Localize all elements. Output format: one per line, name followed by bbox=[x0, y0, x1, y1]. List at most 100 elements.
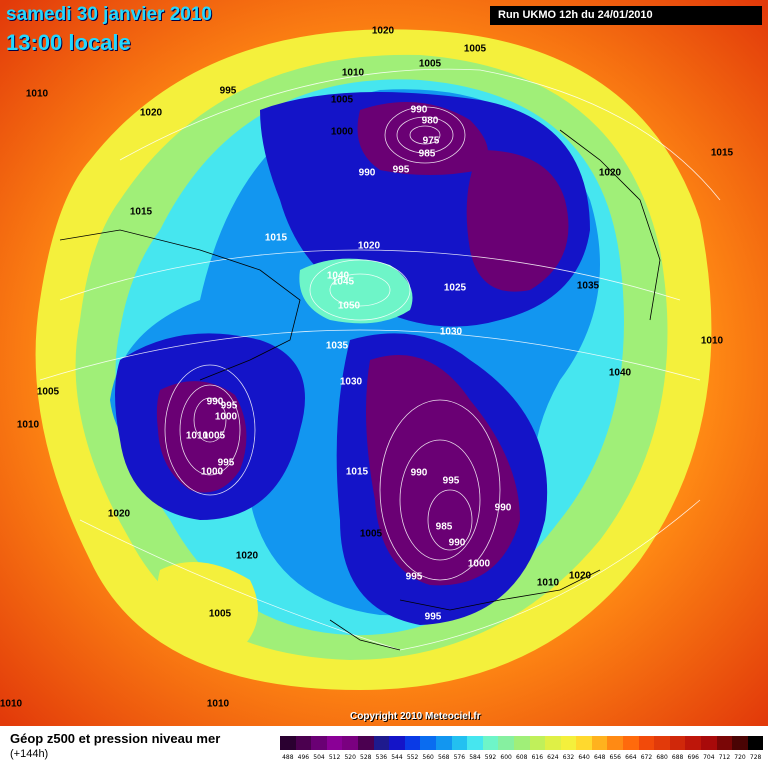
color-swatch bbox=[529, 736, 546, 750]
color-swatch bbox=[404, 736, 421, 750]
pressure-label: 1005 bbox=[330, 94, 354, 106]
pressure-label: 1035 bbox=[325, 340, 349, 352]
scale-label: 560 bbox=[422, 754, 434, 761]
pressure-label: 1010 bbox=[0, 698, 23, 710]
scale-label: 520 bbox=[344, 754, 356, 761]
pressure-label: 1005 bbox=[359, 528, 383, 540]
pressure-label: 1020 bbox=[107, 508, 131, 520]
pressure-label: 995 bbox=[219, 85, 237, 97]
color-swatch bbox=[591, 736, 608, 750]
pressure-label: 1030 bbox=[439, 326, 463, 338]
isobars bbox=[39, 68, 721, 651]
pressure-label: 1050 bbox=[337, 300, 361, 312]
pressure-label: 1010 bbox=[16, 419, 40, 431]
pressure-label: 980 bbox=[421, 115, 439, 127]
color-swatch bbox=[326, 736, 343, 750]
pressure-label: 1020 bbox=[568, 570, 592, 582]
scale-label: 576 bbox=[453, 754, 466, 761]
copyright: Copyright 2010 Meteociel.fr bbox=[350, 711, 481, 722]
scale-label: 592 bbox=[484, 754, 497, 761]
color-swatch bbox=[389, 736, 405, 750]
pressure-label: 1005 bbox=[208, 608, 232, 620]
forecast-time: 13:00 locale bbox=[6, 30, 131, 55]
pressure-label: 1020 bbox=[371, 25, 395, 37]
pressure-label: 1010 bbox=[206, 698, 230, 710]
scale-label: 664 bbox=[625, 754, 637, 761]
pressure-label: 1015 bbox=[345, 466, 369, 478]
pressure-label: 990 bbox=[448, 537, 466, 549]
pressure-label: 995 bbox=[217, 457, 235, 469]
color-swatch bbox=[747, 736, 764, 750]
color-scale-labels: 488 496 504 512 520 528 536 544 552 560 568 576 584 5… bbox=[280, 754, 763, 761]
scale-label: 632 bbox=[562, 754, 575, 761]
pressure-label: 1010 bbox=[341, 67, 365, 79]
scale-label: 544 bbox=[391, 754, 403, 761]
color-swatch bbox=[576, 736, 592, 750]
pressure-label: 990 bbox=[494, 502, 512, 514]
pressure-label: 995 bbox=[220, 400, 238, 412]
pressure-label: 985 bbox=[418, 148, 436, 160]
pressure-label: 990 bbox=[358, 167, 376, 179]
pressure-label: 1010 bbox=[700, 335, 724, 347]
color-swatch bbox=[560, 736, 577, 750]
high-centre bbox=[299, 258, 413, 324]
low-east bbox=[466, 150, 569, 292]
scale-label: 512 bbox=[328, 754, 341, 761]
scale-label: 688 bbox=[671, 754, 684, 761]
pressure-label: 995 bbox=[424, 611, 442, 623]
color-swatch bbox=[467, 736, 483, 750]
color-swatch bbox=[623, 736, 639, 750]
color-swatch bbox=[513, 736, 530, 750]
scale-label: 640 bbox=[578, 754, 590, 761]
pressure-label: 1005 bbox=[202, 430, 226, 442]
legend-subtitle: (+144h) bbox=[10, 748, 49, 760]
scale-label: 704 bbox=[703, 754, 715, 761]
pressure-label: 1010 bbox=[25, 88, 49, 100]
scale-label: 648 bbox=[593, 754, 606, 761]
pressure-label: 1010 bbox=[185, 430, 209, 442]
scale-label: 496 bbox=[297, 754, 310, 761]
pressure-label: 1005 bbox=[36, 386, 60, 398]
scale-label: 608 bbox=[515, 754, 528, 761]
scale-label: 656 bbox=[609, 754, 621, 761]
forecast-date: samedi 30 janvier 2010 bbox=[6, 4, 212, 25]
pressure-label: 1030 bbox=[339, 376, 363, 388]
color-swatch bbox=[654, 736, 670, 750]
scale-label: 536 bbox=[375, 754, 388, 761]
pressure-label: 1000 bbox=[467, 558, 491, 570]
pressure-label: 990 bbox=[206, 396, 224, 408]
pressure-label: 990 bbox=[410, 104, 428, 116]
high-southwest bbox=[156, 562, 258, 656]
pressure-label: 1040 bbox=[326, 270, 350, 282]
color-swatch bbox=[685, 736, 702, 750]
color-swatch bbox=[638, 736, 655, 750]
scale-label: 680 bbox=[656, 754, 668, 761]
scale-label: 696 bbox=[687, 754, 699, 761]
pressure-label: 990 bbox=[410, 467, 428, 479]
pressure-label: 1000 bbox=[330, 126, 354, 138]
pressure-label: 985 bbox=[435, 521, 453, 533]
pressure-label: 1045 bbox=[331, 276, 355, 288]
scale-label: 584 bbox=[469, 754, 481, 761]
pressure-label: 1005 bbox=[418, 58, 442, 70]
pressure-label: 1015 bbox=[264, 232, 288, 244]
geopotential-map bbox=[0, 0, 768, 726]
pressure-label: 1035 bbox=[576, 280, 600, 292]
pressure-label: 1015 bbox=[129, 206, 153, 218]
pressure-label: 1040 bbox=[608, 367, 632, 379]
pressure-label: 1020 bbox=[139, 107, 163, 119]
pressure-label: 1000 bbox=[200, 466, 224, 478]
pressure-label: 995 bbox=[405, 571, 423, 583]
pressure-label: 1020 bbox=[598, 167, 622, 179]
color-scale bbox=[280, 736, 764, 750]
scale-label: 504 bbox=[313, 754, 325, 761]
scale-label: 600 bbox=[500, 754, 512, 761]
pressure-label: 1000 bbox=[214, 411, 238, 423]
pressure-label: 1005 bbox=[463, 43, 487, 55]
coastlines bbox=[59, 129, 661, 651]
pressure-label: 995 bbox=[392, 164, 410, 176]
pressure-label: 1020 bbox=[357, 240, 381, 252]
pressure-label: 1020 bbox=[235, 550, 259, 562]
color-swatch bbox=[373, 736, 390, 750]
scale-label: 672 bbox=[640, 754, 653, 761]
